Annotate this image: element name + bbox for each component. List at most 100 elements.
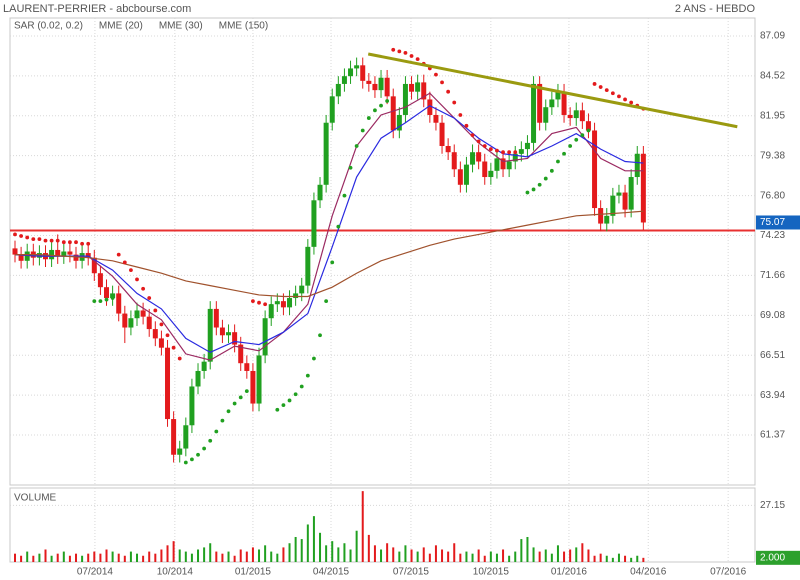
volume-bar xyxy=(489,551,492,562)
candle-body xyxy=(140,310,146,317)
sar-dot xyxy=(196,452,200,457)
x-tick-label: 04/2015 xyxy=(313,567,350,578)
sar-dot xyxy=(379,103,383,108)
sar-dot xyxy=(238,395,243,400)
candle-body xyxy=(305,246,311,286)
sar-dot xyxy=(348,165,353,170)
candle-body xyxy=(18,254,24,261)
candle-body xyxy=(36,253,42,258)
volume-bar xyxy=(416,551,419,562)
candle-body xyxy=(335,83,341,97)
sar-dot xyxy=(501,150,505,155)
candle-body xyxy=(104,287,110,299)
volume-bar xyxy=(544,549,547,562)
candle-body xyxy=(592,130,598,209)
x-tick-label: 07/2015 xyxy=(393,567,430,578)
sar-dot xyxy=(61,240,66,245)
sar-dot xyxy=(318,333,322,338)
candle-body xyxy=(543,107,549,123)
sar-dot xyxy=(610,91,615,96)
candle-body xyxy=(311,200,317,247)
candle-body xyxy=(110,293,116,299)
candle-body xyxy=(622,192,628,210)
y-tick-label: 61.37 xyxy=(760,430,785,441)
candle-body xyxy=(561,91,567,115)
sar-dot xyxy=(586,128,591,133)
volume-bar xyxy=(75,553,78,562)
volume-bar xyxy=(422,547,425,562)
sar-dot xyxy=(153,308,158,313)
sar-dot xyxy=(574,137,579,142)
x-tick-label: 10/2014 xyxy=(157,567,194,578)
volume-bar xyxy=(410,549,413,562)
volume-bar xyxy=(599,553,602,562)
candle-body xyxy=(494,158,500,171)
volume-bar xyxy=(526,536,529,562)
volume-bar xyxy=(312,516,315,562)
candle-body xyxy=(348,68,354,77)
candle-body xyxy=(427,99,433,115)
volume-bar xyxy=(154,553,157,562)
candle-body xyxy=(506,161,512,170)
sar-dot xyxy=(110,296,115,300)
candle-body xyxy=(384,77,390,97)
candle-body xyxy=(604,215,610,224)
x-tick-label: 07/2014 xyxy=(77,567,114,578)
volume-bar xyxy=(288,543,291,562)
volume-bar xyxy=(306,524,309,562)
candle-body xyxy=(91,257,97,274)
sar-dot xyxy=(293,392,298,397)
candle-body xyxy=(640,153,646,223)
sar-dot xyxy=(513,150,518,155)
sar-dot xyxy=(98,299,103,304)
candle-body xyxy=(317,184,323,201)
sar-dot xyxy=(409,54,414,58)
candle-body xyxy=(183,425,189,449)
volume-bar xyxy=(520,539,523,562)
volume-bar xyxy=(459,553,462,562)
candle-body xyxy=(378,77,384,91)
sar-dot xyxy=(354,144,359,148)
sar-dot xyxy=(159,322,164,327)
volume-bar xyxy=(343,543,346,562)
volume-bar xyxy=(123,555,126,562)
candle-body xyxy=(177,448,183,455)
candle-body xyxy=(372,83,378,91)
volume-bar xyxy=(453,543,456,562)
candle-body xyxy=(146,316,152,330)
candle-body xyxy=(323,122,329,185)
candle-body xyxy=(207,308,213,362)
candle-body xyxy=(128,318,134,328)
volume-bar xyxy=(172,541,175,562)
y-tick-label: 63.94 xyxy=(760,390,785,401)
candle-body xyxy=(226,332,232,336)
sar-dot xyxy=(305,373,310,378)
trend-line xyxy=(367,52,738,129)
volume-bar xyxy=(197,549,200,562)
sar-dot xyxy=(129,268,133,273)
sar-dot xyxy=(556,159,560,164)
current-volume-label: 2.000 xyxy=(760,552,785,563)
candle-body xyxy=(341,76,347,84)
candle-body xyxy=(555,91,561,100)
sar-dot xyxy=(470,133,475,138)
sar-dot xyxy=(68,240,72,245)
sar-dot xyxy=(177,356,182,361)
candle-body xyxy=(439,122,445,146)
candle-body xyxy=(421,82,427,100)
sar-dot xyxy=(190,457,194,462)
volume-bar xyxy=(209,543,212,562)
sar-dot xyxy=(385,99,390,103)
volume-bar xyxy=(581,543,584,562)
volume-bar xyxy=(636,555,639,562)
volume-bar xyxy=(251,547,254,562)
sar-dot xyxy=(275,407,280,412)
candle-body xyxy=(598,208,604,224)
volume-bar xyxy=(605,555,608,562)
volume-bar xyxy=(148,551,151,562)
candle-body xyxy=(274,301,280,305)
volume-bar xyxy=(136,553,139,562)
sar-dot xyxy=(373,108,377,113)
volume-bar xyxy=(32,555,35,562)
volume-bar xyxy=(99,553,102,562)
